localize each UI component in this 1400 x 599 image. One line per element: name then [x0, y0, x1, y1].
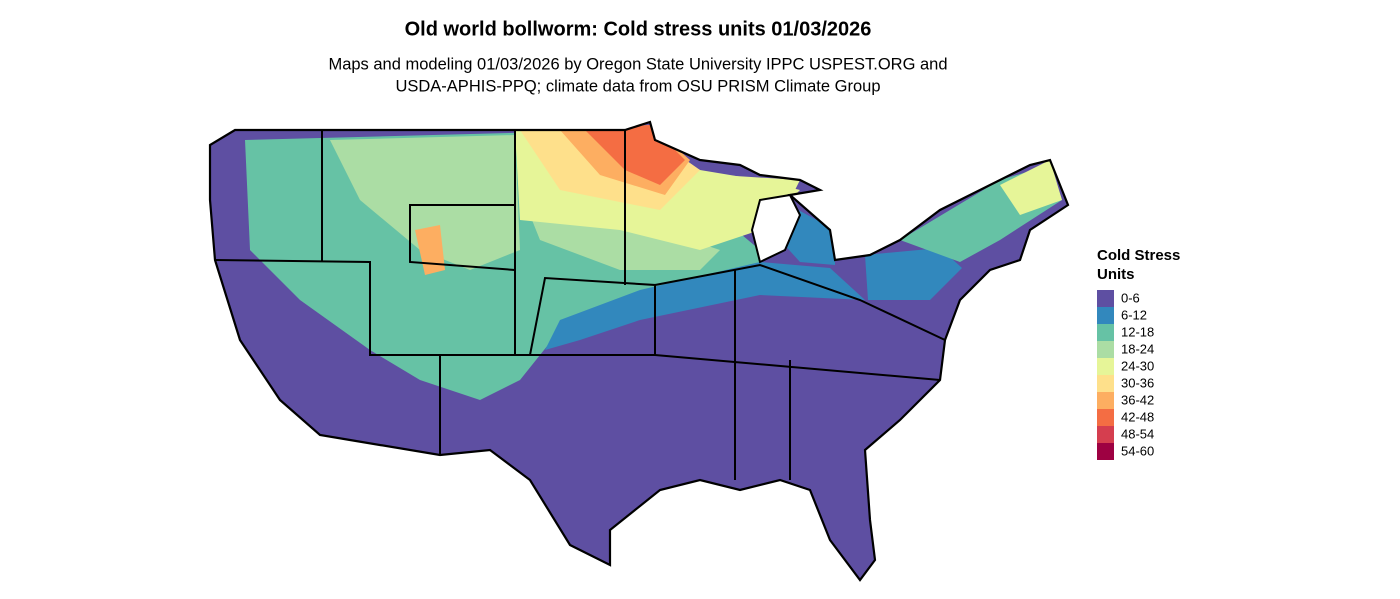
border [321, 130, 626, 355]
border [214, 259, 656, 356]
legend-label: 12-18 [1121, 324, 1154, 339]
legend-swatch [1097, 426, 1114, 443]
state-borders [214, 130, 946, 480]
country-outline [208, 120, 1070, 582]
legend-label: 6-12 [1121, 307, 1147, 322]
legend-swatch [1097, 375, 1114, 392]
zone [865, 248, 962, 300]
legend-label: 42-48 [1121, 409, 1154, 424]
legend-swatch [1097, 324, 1114, 341]
legend-swatch [1097, 358, 1114, 375]
border [439, 263, 946, 480]
map [210, 122, 1068, 580]
legend-swatch [1097, 443, 1114, 460]
legend-title: Cold Stress [1097, 247, 1180, 264]
legend-title: Units [1097, 266, 1135, 283]
zone [720, 175, 800, 200]
legend: 0-6 6-12 12-18 18-24 24-30 30-36 36-42 42-48 48-… [1097, 290, 1154, 460]
map-subtitle: USDA-APHIS-PPQ; climate data from OSU PR… [395, 77, 880, 95]
zone [1000, 160, 1062, 215]
map-title: Old world bollworm: Cold stress units 01… [405, 18, 872, 40]
legend-label: 24-30 [1121, 358, 1154, 373]
legend-swatch [1097, 307, 1114, 324]
legend-label: 36-42 [1121, 392, 1154, 407]
legend-label: 48-54 [1121, 426, 1154, 441]
legend-label: 18-24 [1121, 341, 1154, 356]
legend-swatch [1097, 290, 1114, 307]
legend-swatch [1097, 392, 1114, 409]
zone [545, 262, 865, 350]
legend-label: 0-6 [1121, 290, 1140, 305]
legend-label: 30-36 [1121, 375, 1154, 390]
legend-swatch [1097, 409, 1114, 426]
legend-label: 54-60 [1121, 443, 1154, 458]
legend-swatch [1097, 341, 1114, 358]
zone [330, 135, 520, 270]
map-subtitle: Maps and modeling 01/03/2026 by Oregon S… [328, 55, 947, 73]
